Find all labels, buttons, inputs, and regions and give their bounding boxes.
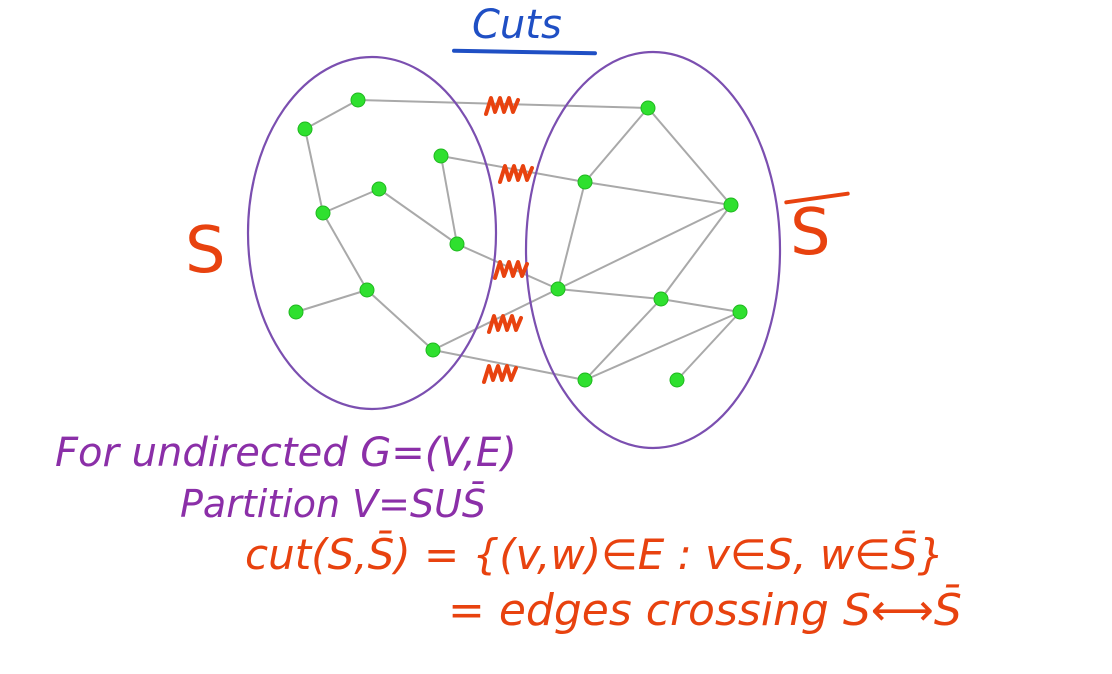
graph-edge [366, 289, 434, 351]
cut-edge-mark [482, 364, 518, 384]
graph-edge [557, 204, 732, 290]
annotation-edges-crossing: = edges crossing S⟷S̄ [448, 585, 962, 636]
page-title: Cuts [472, 2, 562, 48]
graph-edges [295, 99, 741, 381]
graph-edge [660, 204, 732, 300]
graph-edge [378, 188, 458, 245]
graph-edge [440, 155, 458, 245]
graph-edge [557, 181, 586, 290]
graph-node [350, 92, 366, 108]
annotation-partition: Partition V=SUS̄ [180, 482, 487, 526]
graph-node [425, 342, 441, 358]
cut-edge-mark [493, 260, 529, 280]
cut-edge-mark [498, 164, 534, 184]
graph-edge [322, 212, 368, 291]
graph-edge [432, 349, 586, 381]
graph-edge [304, 99, 359, 130]
graph-edge [584, 298, 662, 381]
set-sbar-ellipse [524, 50, 782, 450]
cut-marks [482, 96, 534, 384]
graph-node [315, 205, 331, 221]
graph-nodes [288, 92, 748, 388]
annotation-cut-definition: cut(S,S̄) = {(v,w)∈E : v∈S, w∈S̄} [245, 530, 945, 579]
graph-edge [584, 107, 649, 183]
graph-edge [647, 107, 732, 206]
graph-node [449, 236, 465, 252]
graph-node [297, 121, 313, 137]
set-sbar-label: S [790, 196, 831, 270]
graph-node [550, 281, 566, 297]
cut-edge-mark [484, 96, 520, 116]
graph-node [723, 197, 739, 213]
graph-edge [304, 128, 324, 214]
graph-node [371, 181, 387, 197]
graph-node [288, 304, 304, 320]
set-s-label: S [185, 214, 226, 288]
graph-node [577, 372, 593, 388]
graph-edge [584, 311, 741, 381]
graph-node [669, 372, 685, 388]
graph-edge [676, 311, 741, 381]
graph-node [359, 282, 375, 298]
graph-node [640, 100, 656, 116]
graph-node [653, 291, 669, 307]
graph-node [577, 174, 593, 190]
graph-edge [584, 181, 732, 206]
cut-edge-mark [487, 314, 523, 334]
graph-edge [295, 289, 368, 313]
graph-edge [557, 288, 662, 300]
graph-node [732, 304, 748, 320]
graph-node [433, 148, 449, 164]
annotation-graph-definition: For undirected G=(V,E) [55, 430, 517, 476]
graph-edge [660, 298, 741, 313]
graph-edge [322, 188, 380, 214]
set-s-ellipse [246, 55, 498, 411]
